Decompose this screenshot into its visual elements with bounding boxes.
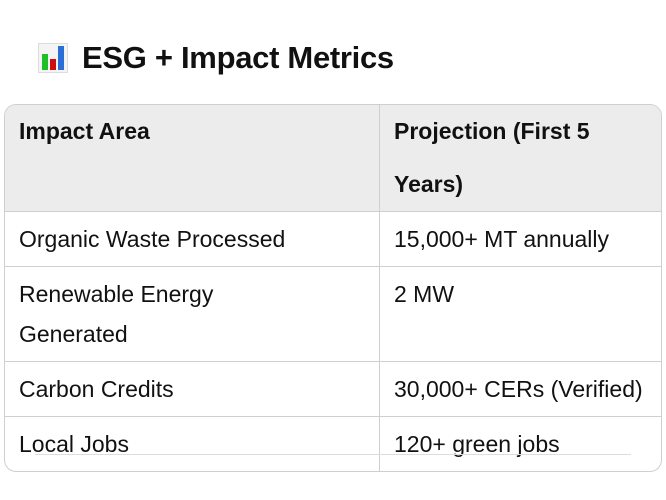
- impact-metrics-table: Impact Area Projection (First 5 Years) O…: [4, 104, 662, 472]
- section-heading: ESG + Impact Metrics: [38, 40, 394, 76]
- heading-text: ESG + Impact Metrics: [82, 40, 394, 75]
- cell-impact-area: Carbon Credits: [5, 362, 380, 417]
- horizontal-divider: [35, 454, 631, 455]
- cell-projection: 120+ green jobs: [394, 431, 560, 457]
- table-row: Renewable Energy Generated 2 MW: [5, 267, 661, 362]
- bar-chart-icon: [38, 43, 68, 73]
- cell-impact-area: Renewable Energy Generated: [5, 267, 380, 362]
- header-projection: Projection (First 5 Years): [380, 105, 661, 212]
- header-impact-area: Impact Area: [5, 105, 380, 212]
- cell-projection: 30,000+ CERs (Verified): [380, 362, 661, 417]
- cell-projection: 2 MW: [380, 267, 661, 362]
- cell-impact-area: Local Jobs: [5, 417, 380, 471]
- table-row: Carbon Credits 30,000+ CERs (Verified): [5, 362, 661, 417]
- cell-projection: 15,000+ MT annually: [380, 212, 661, 267]
- cell-impact-area: Organic Waste Processed: [5, 212, 380, 267]
- table-row: Local Jobs 120+ green jobs: [5, 417, 661, 471]
- table-header-row: Impact Area Projection (First 5 Years): [5, 105, 661, 212]
- table-row: Organic Waste Processed 15,000+ MT annua…: [5, 212, 661, 267]
